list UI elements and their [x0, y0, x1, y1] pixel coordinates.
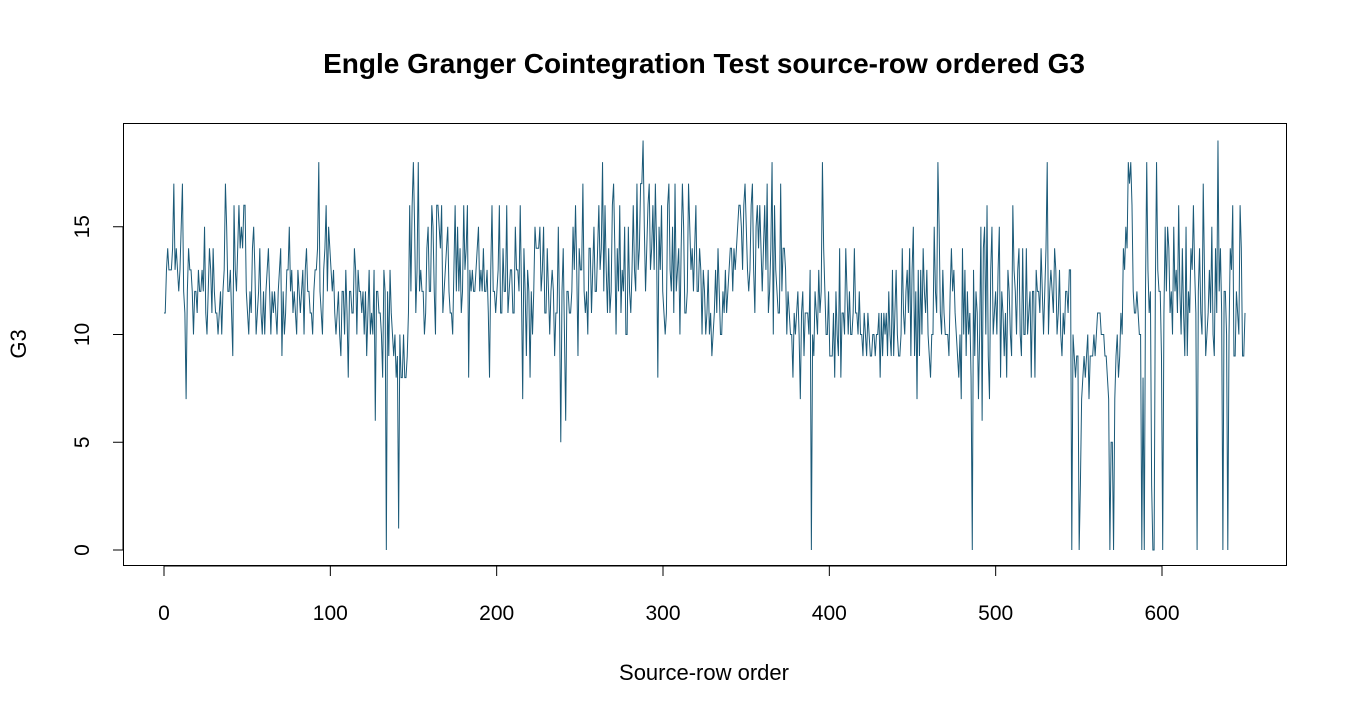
y-tick-label: 0 — [71, 544, 94, 556]
x-tick-label: 0 — [158, 602, 170, 625]
x-tick-label: 500 — [978, 602, 1013, 625]
x-axis: 0 100 200 300 400 500 600 — [158, 565, 1180, 625]
y-tick-label: 15 — [71, 215, 94, 238]
series-line — [164, 140, 1246, 551]
chart-title: Engle Granger Cointegration Test source-… — [323, 48, 1085, 79]
x-tick-label: 600 — [1144, 602, 1179, 625]
y-axis: 0 5 10 15 — [71, 215, 124, 556]
x-axis-label: Source-row order — [619, 660, 789, 685]
x-tick-label: 100 — [313, 602, 348, 625]
y-axis-label: G3 — [6, 329, 31, 358]
y-tick-label: 5 — [71, 436, 94, 448]
x-tick-label: 300 — [645, 602, 680, 625]
series-g3 — [164, 140, 1246, 551]
x-tick-label: 200 — [479, 602, 514, 625]
plot-frame — [123, 123, 1287, 566]
x-tick-label: 400 — [812, 602, 847, 625]
y-tick-label: 10 — [71, 323, 94, 346]
